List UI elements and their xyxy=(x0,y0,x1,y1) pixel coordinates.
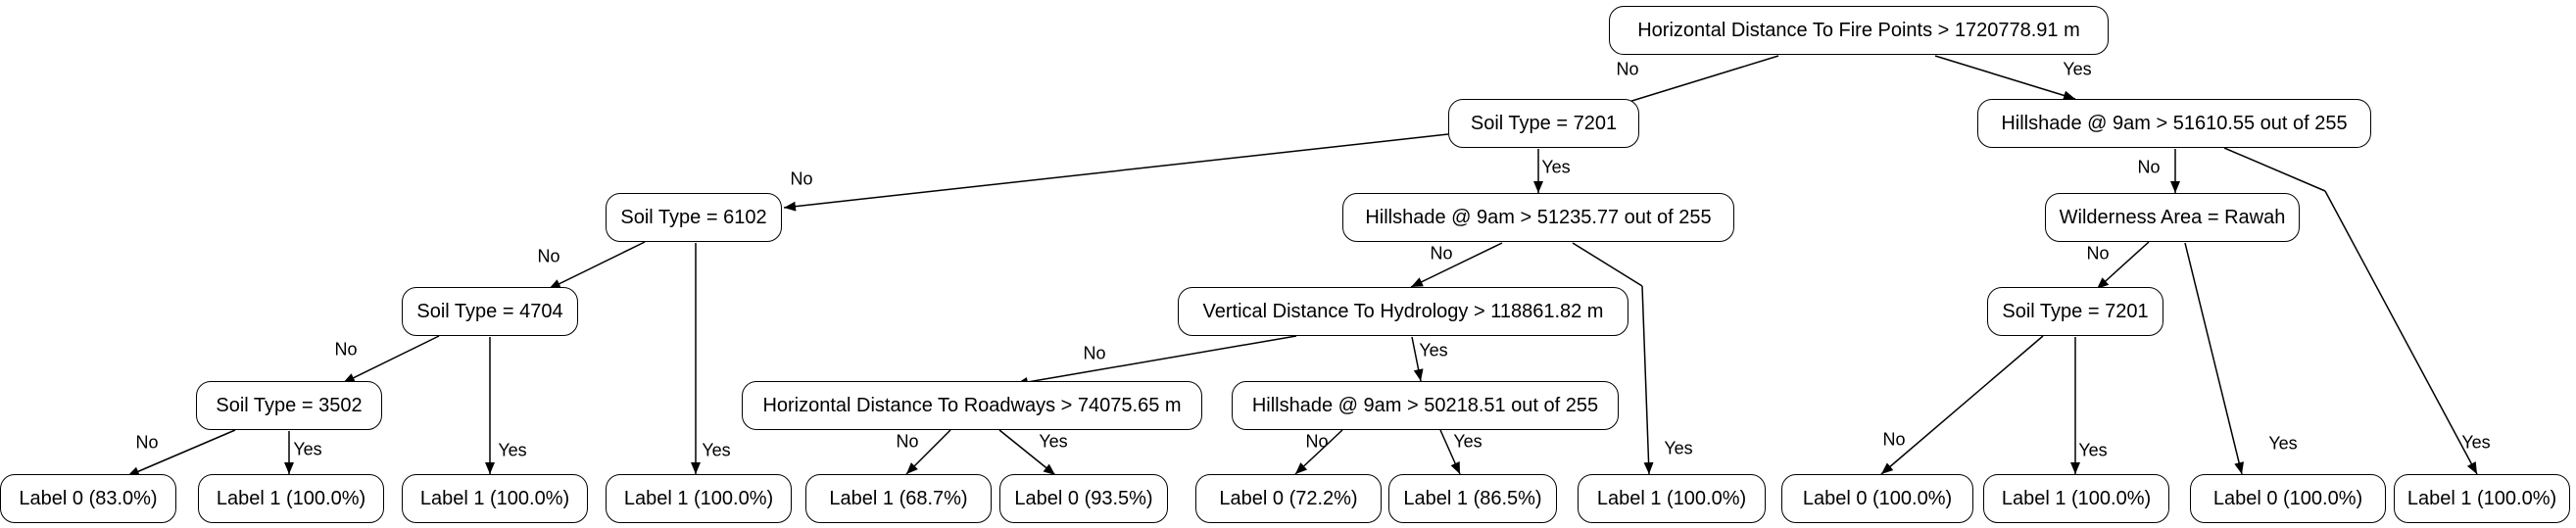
edge-label: No xyxy=(135,432,159,453)
edge-label: Yes xyxy=(293,439,322,459)
edge-label: Yes xyxy=(1453,431,1482,452)
edge-line xyxy=(1641,285,1654,475)
edge-line xyxy=(1411,336,1424,382)
edge-label: Yes xyxy=(1664,438,1693,458)
edge-label: Yes xyxy=(2461,432,2491,453)
edge-label: No xyxy=(2086,243,2110,264)
decision-node: Horizontal Distance To Roadways > 74075.… xyxy=(742,381,1202,430)
edge-label: No xyxy=(1305,431,1329,452)
edge-label: No xyxy=(537,246,560,266)
leaf-node: Label 0 (72.2%) xyxy=(1195,474,1382,523)
edge-line xyxy=(1294,429,1343,475)
decision-node: Soil Type = 4704 xyxy=(402,287,578,336)
decision-node: Hillshade @ 9am > 51610.55 out of 255 xyxy=(1977,99,2371,148)
edge-line xyxy=(1015,335,1297,387)
decision-node: Soil Type = 7201 xyxy=(1448,99,1639,148)
edge-label: Yes xyxy=(1419,340,1448,360)
edge-label: Yes xyxy=(2063,59,2092,79)
edge-label: Yes xyxy=(2078,440,2108,460)
edge-label: No xyxy=(1882,429,1906,450)
edge-line xyxy=(1934,55,2076,101)
leaf-node: Label 1 (100.0%) xyxy=(606,474,792,523)
edge-label: No xyxy=(1616,59,1639,79)
edge-line xyxy=(1439,429,1461,475)
edge-line xyxy=(998,429,1056,476)
edge-label: No xyxy=(1430,243,1453,264)
leaf-node: Label 0 (83.0%) xyxy=(0,474,176,523)
edge-label: No xyxy=(2137,157,2161,177)
leaf-node: Label 0 (93.5%) xyxy=(999,474,1168,523)
edge-line xyxy=(905,429,951,475)
edge-label: Yes xyxy=(498,440,527,460)
edge-label: Yes xyxy=(1541,157,1571,177)
edge-line xyxy=(2184,242,2244,475)
edge-label: Yes xyxy=(702,440,731,460)
leaf-node: Label 1 (100.0%) xyxy=(198,474,384,523)
edge-line xyxy=(1572,242,1643,287)
edge-label: No xyxy=(896,431,919,452)
decision-node: Soil Type = 7201 xyxy=(1987,287,2163,336)
decision-node: Wilderness Area = Rawah xyxy=(2045,193,2300,242)
edge-line xyxy=(1410,242,1503,288)
decision-node: Vertical Distance To Hydrology > 118861.… xyxy=(1178,287,1628,336)
edge-line xyxy=(1880,335,2044,475)
edge-line xyxy=(783,133,1449,212)
edge-label: No xyxy=(1083,343,1106,363)
decision-node: Hillshade @ 9am > 51235.77 out of 255 xyxy=(1342,193,1734,242)
edge-line xyxy=(126,429,236,477)
decision-node: Hillshade @ 9am > 50218.51 out of 255 xyxy=(1232,381,1619,430)
decision-node: Soil Type = 6102 xyxy=(606,193,782,242)
edge-label: Yes xyxy=(1039,431,1068,452)
edge-line xyxy=(2223,147,2326,192)
edge-line xyxy=(548,241,646,290)
leaf-node: Label 1 (100.0%) xyxy=(402,474,588,523)
tree-edges xyxy=(126,55,2478,477)
edge-label: No xyxy=(790,168,813,189)
leaf-node: Label 0 (100.0%) xyxy=(1781,474,1973,523)
edge-line xyxy=(2096,241,2150,290)
edge-label: Yes xyxy=(2268,433,2298,454)
leaf-node: Label 0 (100.0%) xyxy=(2190,474,2386,523)
decision-node: Horizontal Distance To Fire Points > 172… xyxy=(1609,6,2109,55)
leaf-node: Label 1 (100.0%) xyxy=(2394,474,2570,523)
edge-line xyxy=(2324,190,2478,475)
leaf-node: Label 1 (100.0%) xyxy=(1578,474,1766,523)
leaf-node: Label 1 (86.5%) xyxy=(1388,474,1557,523)
leaf-node: Label 1 (100.0%) xyxy=(1983,474,2169,523)
leaf-node: Label 1 (68.7%) xyxy=(805,474,992,523)
decision-node: Soil Type = 3502 xyxy=(196,381,382,430)
edge-line xyxy=(342,335,440,384)
edge-label: No xyxy=(334,339,358,360)
